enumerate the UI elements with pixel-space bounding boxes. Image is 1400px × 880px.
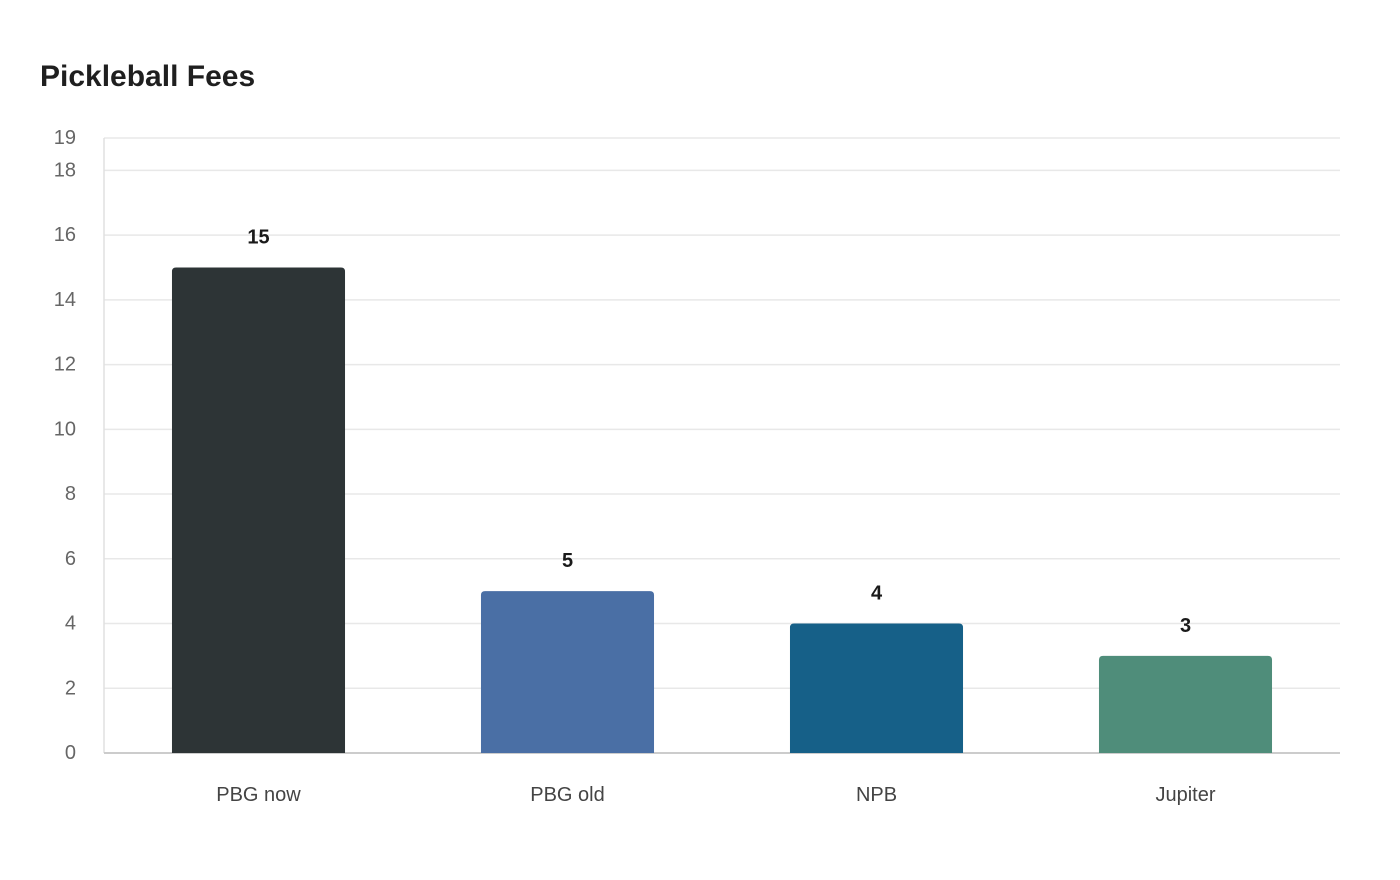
x-tick-label: PBG old: [530, 784, 604, 806]
y-tick-label: 18: [54, 159, 76, 181]
y-tick-label: 19: [54, 127, 76, 149]
data-label: 5: [562, 550, 573, 572]
data-label: 3: [1180, 615, 1191, 637]
bar: [171, 267, 346, 753]
x-tick-label: Jupiter: [1155, 784, 1215, 806]
y-tick-label: 16: [54, 224, 76, 246]
x-tick-label: PBG now: [216, 784, 301, 806]
y-tick-label: 8: [65, 483, 76, 505]
y-tick-label: 10: [54, 418, 76, 440]
chart-title: Pickleball Fees: [40, 60, 256, 93]
bars: [171, 267, 1273, 753]
bar: [789, 623, 964, 753]
data-label: 4: [871, 583, 883, 605]
y-tick-label: 2: [65, 677, 76, 699]
y-tick-label: 0: [65, 742, 76, 764]
y-tick-label: 4: [65, 613, 76, 635]
y-tick-label: 12: [54, 354, 76, 376]
bar: [1098, 655, 1273, 753]
y-tick-label: 6: [65, 548, 76, 570]
y-tick-label: 14: [54, 289, 76, 311]
bar: [480, 591, 655, 753]
x-tick-label: NPB: [856, 784, 897, 806]
data-label: 15: [247, 226, 269, 248]
labels: 0 2 4 6 8 10 12 14 16 18 19 15 PBG now 5 PBG old 4 NPB 3 J…: [54, 127, 1216, 806]
